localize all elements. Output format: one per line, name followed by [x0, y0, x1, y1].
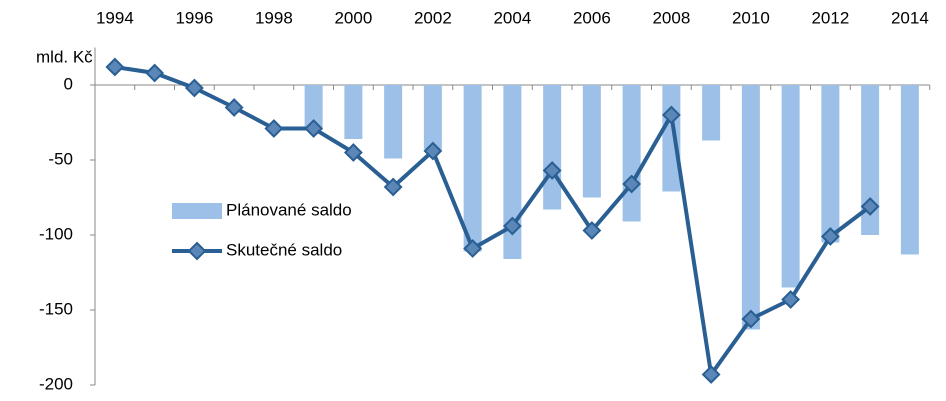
bar [384, 85, 403, 159]
x-tick-label: 2002 [414, 8, 452, 27]
x-tick-label: 2006 [573, 8, 611, 27]
bar [741, 85, 760, 330]
bar [622, 85, 641, 222]
bar [463, 85, 482, 252]
bar [543, 85, 562, 210]
line [114, 65, 872, 380]
bar [423, 85, 442, 150]
x-tick-label: 1994 [96, 8, 134, 27]
marker [343, 143, 363, 162]
x-tick-label: 1998 [255, 8, 293, 27]
bar [304, 85, 323, 130]
marker [661, 105, 681, 125]
marker [105, 57, 125, 77]
marker [463, 239, 483, 258]
bar [344, 85, 363, 139]
y-tick-label: 0 [64, 74, 73, 93]
bar [821, 85, 840, 243]
bar [702, 85, 721, 141]
legend-swatch [187, 241, 207, 261]
x-tick-label: 2000 [334, 8, 372, 27]
marker [304, 119, 324, 138]
y-tick-label: -200 [39, 374, 73, 393]
x-tick-label: 2008 [652, 8, 690, 27]
bar [861, 85, 880, 235]
bar [582, 85, 601, 198]
marker [820, 227, 840, 246]
bar [781, 85, 800, 288]
marker [781, 290, 801, 309]
marker [145, 63, 165, 83]
y-tick-label: -150 [39, 299, 73, 318]
x-tick-label: 2012 [811, 8, 849, 27]
y-axis-label: mld. Kč [36, 47, 93, 66]
marker [423, 141, 443, 161]
marker [383, 177, 403, 197]
marker [502, 216, 522, 236]
legend-label: Skutečné saldo [226, 240, 342, 259]
x-tick-label: 2010 [732, 8, 770, 27]
x-tick-label: 2014 [891, 8, 929, 27]
marker [622, 174, 642, 194]
marker [582, 221, 602, 240]
marker [542, 161, 562, 180]
legend-swatch [172, 203, 222, 219]
y-tick-label: -50 [48, 149, 73, 168]
marker [701, 365, 721, 384]
legend-label: Plánované saldo [226, 200, 352, 219]
marker [264, 119, 284, 138]
bar [662, 85, 681, 192]
marker [184, 78, 204, 98]
bar [900, 85, 919, 255]
x-tick-label: 1996 [175, 8, 213, 27]
marker [741, 309, 761, 329]
marker [224, 98, 244, 117]
marker [860, 197, 880, 216]
bar [503, 85, 522, 259]
y-tick-label: -100 [39, 224, 73, 243]
x-tick-label: 2004 [493, 8, 531, 27]
